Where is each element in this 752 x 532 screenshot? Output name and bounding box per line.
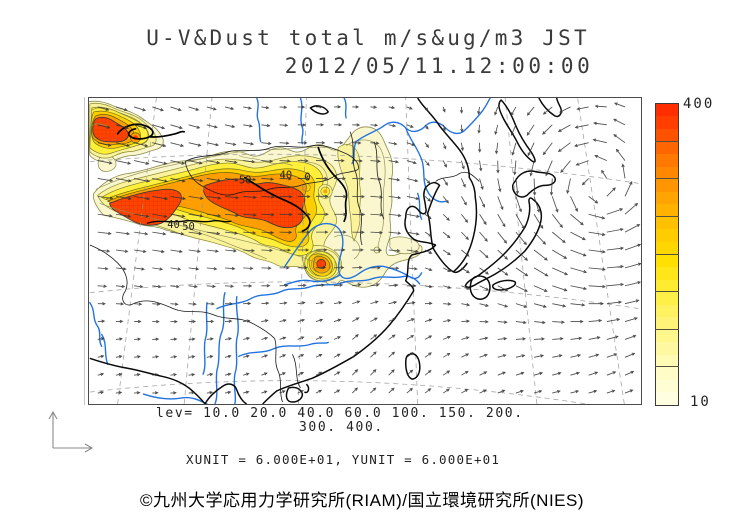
colorbar-segment [656,279,678,293]
colorbar-segment [656,204,678,217]
plot-axes-arrows [48,410,94,453]
colorbar-segment [656,229,678,242]
contour-value-labels: 50 40 040 50 [167,169,310,233]
colorbar-segment [656,392,678,405]
contour-levels-line2: 300. 400. [299,420,384,435]
map-panel: 50 40 0 40 50 [88,97,642,405]
colorbar-segment [656,342,678,355]
colorbar-segment [656,103,678,117]
colorbar-segment [656,367,678,380]
xunit-yunit-line: XUNIT = 6.000E+01, YUNIT = 6.000E+01 [186,452,501,467]
colorbar-segment [656,266,678,280]
chart-title: U-V&Dust total m/s&ug/m3 JST [146,26,590,50]
colorbar-tick [655,291,679,292]
colorbar-segment [656,354,678,368]
chart-datetime: 2012/05/11.12:00:00 [284,54,594,78]
dust-filled-contours [89,100,423,288]
svg-text:50: 50 [239,174,252,186]
wind-vector-arrows [97,102,641,395]
colorbar-segment [656,241,678,255]
colorbar-segment [656,154,678,167]
colorbar-max-label: 400 [683,96,715,112]
x-axis-arrow [53,443,94,453]
rivers [89,98,491,404]
colorbar-tick [655,216,679,217]
contour-levels-line1: lev= 10.0 20.0 40.0 60.0 100. 150. 200. [156,406,524,421]
colorbar-segment [656,128,678,142]
colorbar-tick [655,178,679,179]
thin-contours [91,107,386,282]
svg-text:50: 50 [182,221,195,233]
colorbar-tick [655,254,679,255]
colorbar-segment [656,254,678,267]
colorbar-tick [655,366,679,367]
colorbar-tick [655,329,679,330]
colorbar-segment [656,304,678,318]
colorbar-min-label: 10 [690,394,711,410]
colorbar-segment [656,317,678,330]
svg-text:0: 0 [304,171,310,183]
colorbar-tick [655,141,679,142]
colorbar-segment [656,292,678,305]
left-axis-line [84,97,85,405]
colorbar-segment [656,329,678,343]
copyright-line: ©九州大学応用力学研究所(RIAM)/国立環境研究所(NIES) [139,491,585,510]
svg-text:40: 40 [167,219,180,231]
colorbar-segment [656,116,678,129]
quiver-path [97,102,641,395]
colorbar-segment [656,166,678,180]
dust-map-svg: 50 40 040 50 [89,98,641,404]
country-borders [89,131,480,403]
colorbar-segment [656,141,678,155]
colorbar-segment [656,179,678,192]
colorbar-segment [656,379,678,393]
bold-contour-lines [116,123,348,232]
colorbar-segment [656,191,678,205]
colorbar-segment [656,216,678,230]
y-axis-arrow [48,410,58,448]
